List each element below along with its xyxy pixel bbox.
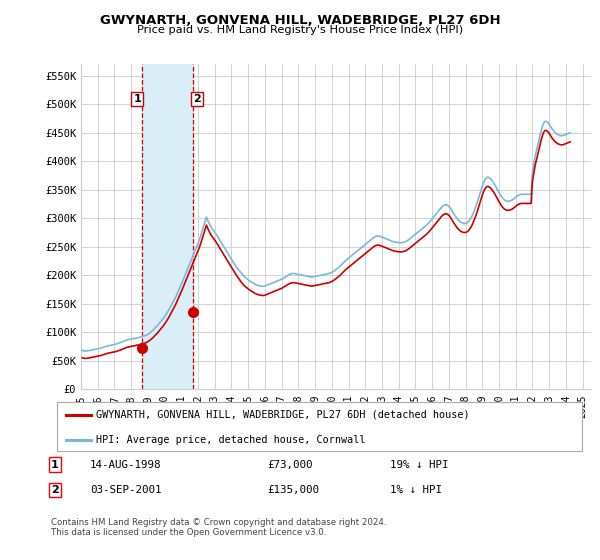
Text: 2: 2 [193,94,200,104]
Text: GWYNARTH, GONVENA HILL, WADEBRIDGE, PL27 6DH: GWYNARTH, GONVENA HILL, WADEBRIDGE, PL27… [100,14,500,27]
Text: Price paid vs. HM Land Registry's House Price Index (HPI): Price paid vs. HM Land Registry's House … [137,25,463,35]
Text: 1: 1 [51,460,59,470]
Text: 14-AUG-1998: 14-AUG-1998 [90,460,161,470]
Text: GWYNARTH, GONVENA HILL, WADEBRIDGE, PL27 6DH (detached house): GWYNARTH, GONVENA HILL, WADEBRIDGE, PL27… [97,410,470,420]
Bar [142,64,193,389]
Text: £135,000: £135,000 [267,485,319,495]
Text: HPI: Average price, detached house, Cornwall: HPI: Average price, detached house, Corn… [97,435,366,445]
Text: 2: 2 [51,485,59,495]
Text: 19% ↓ HPI: 19% ↓ HPI [390,460,449,470]
Text: 1: 1 [133,94,141,104]
Text: £73,000: £73,000 [267,460,313,470]
Text: Contains HM Land Registry data © Crown copyright and database right 2024.
This d: Contains HM Land Registry data © Crown c… [51,518,386,538]
Text: 03-SEP-2001: 03-SEP-2001 [90,485,161,495]
Text: 1% ↓ HPI: 1% ↓ HPI [390,485,442,495]
